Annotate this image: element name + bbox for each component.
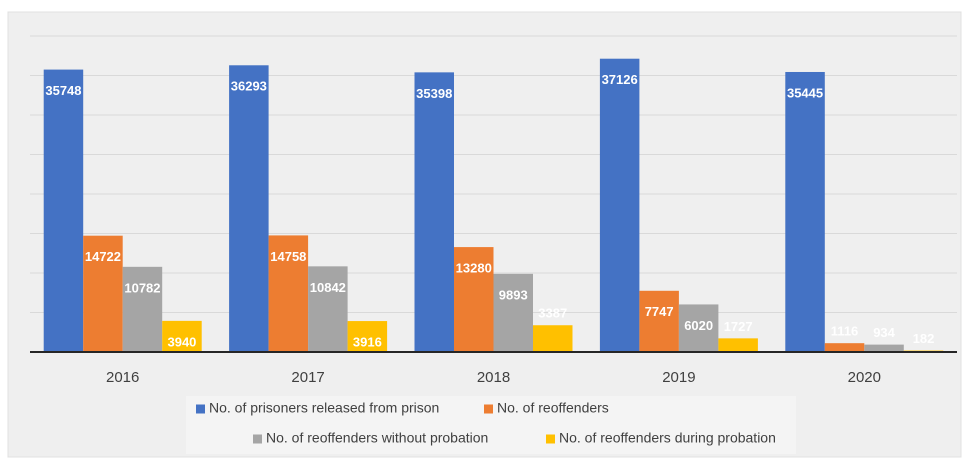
- x-tick-label: 2016: [106, 369, 139, 386]
- data-label: 14722: [85, 249, 121, 264]
- data-label: 10782: [124, 280, 160, 295]
- data-label: 1727: [724, 319, 753, 334]
- data-label: 10842: [310, 280, 346, 295]
- legend-label: No. of reoffenders: [497, 400, 609, 416]
- legend-swatch: [546, 434, 555, 444]
- legend-swatch: [484, 404, 493, 414]
- bar: [533, 325, 573, 352]
- x-tick-label: 2019: [662, 369, 695, 386]
- bar: [599, 58, 640, 353]
- data-label: 1116: [831, 324, 859, 339]
- x-tick-label: 2017: [291, 369, 324, 386]
- bar: [824, 343, 865, 352]
- data-label: 13280: [456, 261, 492, 276]
- x-tick-label: 2020: [848, 369, 881, 386]
- bar: [678, 304, 719, 352]
- data-label: 3387: [538, 306, 567, 321]
- data-label: 3940: [167, 334, 196, 349]
- legend-label: No. of reoffenders without probation: [266, 430, 488, 446]
- data-label: 35445: [787, 85, 823, 100]
- legend-label: No. of reoffenders during probation: [559, 430, 776, 446]
- bar: [414, 72, 454, 352]
- data-label: 7747: [645, 304, 674, 319]
- bar: [639, 290, 679, 352]
- bar: [162, 320, 202, 352]
- data-label: 35748: [45, 83, 81, 98]
- bar: [308, 266, 348, 352]
- data-label: 37126: [602, 72, 638, 87]
- bar: [454, 247, 494, 352]
- data-label: 6020: [684, 318, 713, 333]
- bar: [43, 69, 84, 353]
- bar: [347, 321, 388, 352]
- legend-swatch: [196, 404, 205, 414]
- x-tick-label: 2018: [477, 369, 510, 386]
- bar: [83, 235, 123, 352]
- data-label: 36293: [231, 79, 267, 94]
- bar: [229, 65, 269, 352]
- legend-swatch: [253, 434, 262, 444]
- data-label: 14758: [270, 249, 306, 264]
- data-label: 9893: [499, 287, 528, 302]
- bar: [718, 338, 758, 352]
- data-label: 3916: [353, 335, 382, 350]
- bar: [268, 235, 309, 352]
- data-label: 934: [873, 325, 895, 340]
- bar: [122, 266, 163, 352]
- bar: [493, 273, 533, 352]
- bar: [864, 344, 904, 352]
- data-label: 182: [913, 331, 935, 346]
- legend-label: No. of prisoners released from prison: [209, 400, 439, 416]
- data-label: 35398: [416, 86, 452, 101]
- bar: [785, 71, 825, 352]
